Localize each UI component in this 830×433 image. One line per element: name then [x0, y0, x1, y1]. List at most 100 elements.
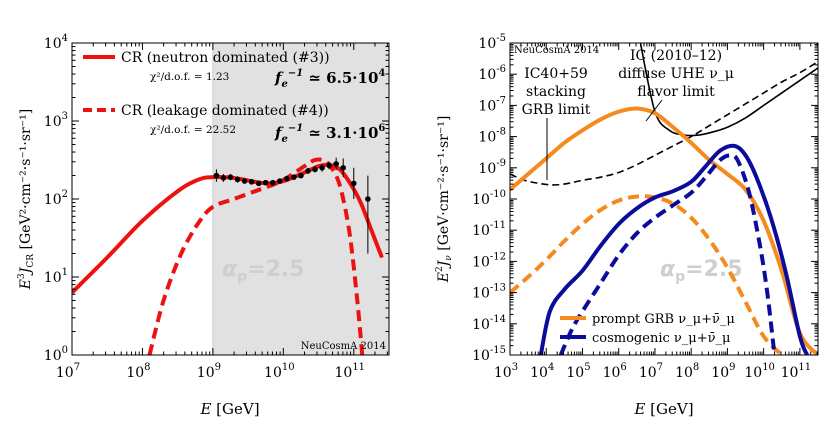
alpha-value: =2.5 — [247, 257, 304, 282]
right-y-axis-label: E2Jν [GeV·cm⁻²·s⁻¹·sr⁻¹] — [435, 116, 454, 284]
alpha-symbol: α — [660, 257, 676, 282]
legend-fe-leakage: fe−1 ≃ 3.1·106 — [274, 123, 385, 145]
y-axis-unit: [GeV²·cm⁻²·s⁻¹·sr⁻¹] — [18, 109, 34, 254]
y-axis-subscript: CR — [26, 254, 36, 268]
y-tick-base: 10 — [44, 192, 62, 208]
alpha-subscript: p — [675, 269, 685, 285]
fe-exponent: −1 — [288, 68, 303, 79]
fe-value-exponent: 4 — [378, 68, 385, 79]
legend-label-leakage: CR (leakage dominated (#4)) — [121, 103, 329, 119]
annotation-stacking-line-3: GRB limit — [522, 102, 591, 118]
x-tick-exponent: 4 — [548, 362, 554, 373]
legend-fe-neutron: fe−1 ≃ 6.5·104 — [274, 68, 385, 90]
y-tick-label: 101 — [44, 267, 68, 286]
data-point — [291, 174, 297, 180]
y-tick-label: 103 — [44, 111, 68, 130]
y-tick-exponent: -11 — [490, 220, 506, 231]
annotation-ic-line-2: diffuse UHE ν_μ — [618, 66, 734, 82]
left-chart-panel: αp=2.5 107 108 109 1010 1011100101102103104 … — [17, 33, 390, 418]
x-tick-base: 10 — [781, 365, 799, 381]
left-watermark: NeuCosmA 2014 — [301, 341, 386, 352]
data-point — [350, 180, 357, 187]
left-data-points — [213, 157, 371, 254]
data-point — [277, 178, 283, 184]
y-axis-power: 2 — [435, 266, 445, 272]
x-tick-exponent: 11 — [352, 362, 365, 373]
annotation-stacking-line-1: IC40+59 — [524, 66, 588, 82]
y-axis-power: 3 — [17, 273, 27, 279]
data-point — [312, 166, 318, 173]
y-tick-label: 10-7 — [478, 95, 506, 114]
y-tick-label: 10-9 — [478, 158, 506, 177]
x-tick-exponent: 5 — [584, 362, 590, 373]
y-tick-base: 10 — [472, 348, 490, 364]
legend-chi2-leakage: χ²/d.o.f. = 22.52 — [150, 124, 236, 136]
y-tick-base: 10 — [478, 130, 496, 146]
x-tick-label: 1011 — [334, 362, 365, 381]
x-tick-exponent: 11 — [798, 362, 811, 373]
left-alpha-label: αp=2.5 — [222, 257, 305, 285]
y-tick-exponent: -12 — [490, 251, 506, 262]
series-line — [538, 143, 809, 355]
y-tick-exponent: 3 — [62, 111, 68, 122]
legend-label-neutron: CR (neutron dominated (#3)) — [121, 50, 330, 66]
y-axis-symbol: J — [436, 259, 452, 269]
x-tick-exponent: 6 — [620, 362, 626, 373]
y-tick-label: 10-13 — [472, 283, 506, 302]
annotation-stacking-line-2: stacking — [526, 84, 586, 100]
series-line — [510, 106, 818, 355]
data-point — [305, 168, 311, 174]
annotation-ic-line-1: IC (2010–12) — [630, 48, 722, 64]
fe-subscript: e — [281, 134, 287, 145]
left-curves — [72, 157, 384, 355]
x-tick-label: 1011 — [781, 362, 812, 381]
data-point — [298, 172, 304, 179]
right-x-axis-label: E [GeV] — [633, 400, 693, 418]
y-tick-label: 10-10 — [472, 189, 506, 208]
x-tick-label: 103 — [494, 362, 518, 381]
y-tick-label: 102 — [44, 189, 68, 208]
y-tick-label: 10-15 — [472, 345, 506, 364]
right-legend: prompt GRB ν_μ+ν̄_μ cosmogenic ν_μ+ν̄_μ — [560, 312, 735, 346]
data-point — [241, 178, 248, 184]
alpha-subscript: p — [237, 269, 247, 285]
legend-label-prompt: prompt GRB ν_μ+ν̄_μ — [592, 312, 735, 327]
y-tick-exponent: -15 — [490, 345, 506, 356]
y-tick-label: 10-6 — [478, 64, 506, 83]
legend-chi2-neutron: χ²/d.o.f. = 1.23 — [150, 71, 229, 83]
y-tick-exponent: 1 — [62, 267, 68, 278]
x-tick-base: 10 — [744, 365, 762, 381]
right-alpha-label: αp=2.5 — [660, 257, 743, 285]
y-tick-exponent: 4 — [62, 33, 68, 44]
y-tick-base: 10 — [478, 67, 496, 83]
y-tick-base: 10 — [472, 254, 490, 270]
x-tick-label: 106 — [603, 362, 627, 381]
x-tick-base: 10 — [56, 365, 74, 381]
x-tick-base: 10 — [639, 365, 657, 381]
y-tick-exponent: -10 — [490, 189, 506, 200]
y-tick-exponent: -6 — [496, 64, 506, 75]
data-point — [333, 161, 339, 167]
alpha-symbol: α — [222, 257, 238, 282]
y-tick-base: 10 — [478, 161, 496, 177]
x-tick-exponent: 7 — [657, 362, 663, 373]
y-tick-base: 10 — [472, 317, 490, 333]
x-tick-base: 10 — [126, 365, 144, 381]
right-chart-panel: αp=2.5 103 104 105 106 107 108 109 1010 101110-1… — [435, 33, 819, 418]
x-tick-exponent: 9 — [729, 362, 735, 373]
fe-value-mantissa: ≃ 3.1·10 — [303, 124, 378, 142]
x-tick-label: 109 — [711, 362, 735, 381]
x-tick-base: 10 — [566, 365, 584, 381]
x-tick-label: 104 — [530, 362, 554, 381]
x-tick-exponent: 8 — [693, 362, 699, 373]
data-point — [284, 175, 290, 182]
data-point — [319, 165, 325, 171]
y-tick-exponent: -7 — [496, 95, 506, 106]
y-tick-exponent: -9 — [496, 158, 506, 169]
series-line — [558, 153, 777, 355]
y-tick-label: 10-14 — [472, 314, 506, 333]
annotation-stacking: IC40+59 stacking GRB limit — [522, 66, 591, 180]
data-point — [227, 174, 234, 180]
data-point — [262, 179, 269, 186]
x-tick-base: 10 — [334, 365, 352, 381]
